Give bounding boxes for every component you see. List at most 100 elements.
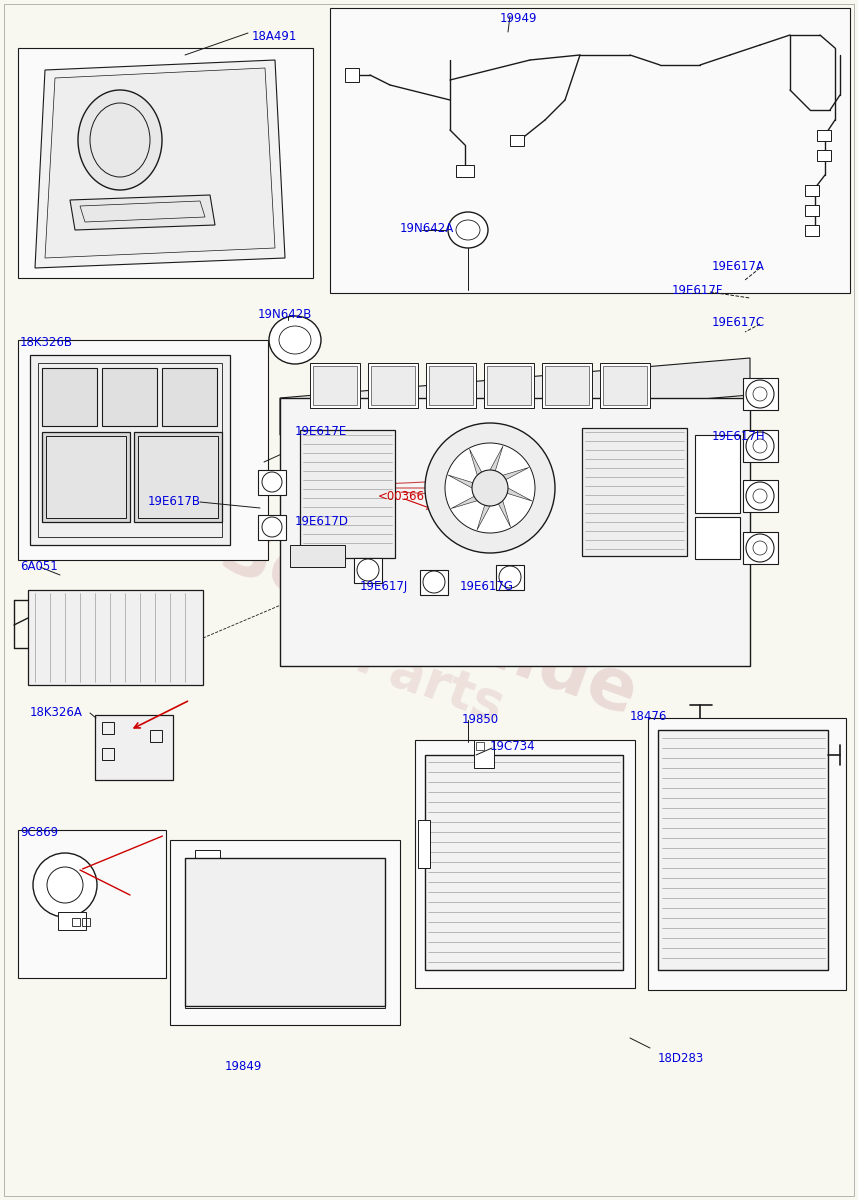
Bar <box>425 755 623 970</box>
Bar <box>42 368 97 426</box>
Bar <box>150 730 162 742</box>
Text: SolidGuide: SolidGuide <box>210 516 648 732</box>
Bar <box>474 740 494 768</box>
Bar <box>162 368 217 426</box>
Text: 19E617A: 19E617A <box>712 260 764 272</box>
Bar <box>743 378 778 410</box>
Polygon shape <box>490 488 532 502</box>
Bar <box>258 470 286 494</box>
Bar <box>18 340 268 560</box>
Bar <box>371 366 415 404</box>
Ellipse shape <box>269 316 321 364</box>
Text: 19E617H: 19E617H <box>712 430 765 443</box>
Text: 19N642A: 19N642A <box>400 222 454 235</box>
Bar <box>313 366 357 404</box>
Circle shape <box>425 422 555 553</box>
Bar <box>484 362 534 408</box>
Bar <box>30 355 230 545</box>
Text: 19850: 19850 <box>462 713 499 726</box>
Bar <box>805 226 819 236</box>
Bar <box>134 432 222 522</box>
Bar <box>476 742 484 750</box>
Bar <box>603 366 647 404</box>
Bar <box>95 715 173 780</box>
Text: Parts: Parts <box>347 634 511 734</box>
Bar <box>46 436 126 518</box>
Bar <box>185 858 255 893</box>
Bar <box>258 515 286 540</box>
Bar <box>510 134 524 146</box>
Text: <00366: <00366 <box>378 490 425 503</box>
Text: 19E617F: 19E617F <box>672 284 723 296</box>
Bar <box>28 590 203 685</box>
Bar <box>426 362 476 408</box>
Bar <box>185 980 385 1008</box>
Bar <box>658 730 828 970</box>
Text: 18D283: 18D283 <box>658 1052 704 1066</box>
Bar <box>542 362 592 408</box>
Polygon shape <box>469 449 490 488</box>
Bar <box>185 858 385 1006</box>
Polygon shape <box>70 194 215 230</box>
Bar <box>456 164 474 176</box>
Ellipse shape <box>262 517 282 538</box>
Bar <box>805 185 819 196</box>
Text: 18K326B: 18K326B <box>20 336 73 349</box>
Polygon shape <box>35 60 285 268</box>
Polygon shape <box>490 468 529 488</box>
Bar <box>600 362 650 408</box>
Circle shape <box>472 470 508 506</box>
Bar <box>429 366 473 404</box>
Bar <box>42 368 97 426</box>
Bar <box>170 840 400 1025</box>
Text: 19E617J: 19E617J <box>360 580 408 593</box>
Bar <box>310 362 360 408</box>
Text: 19N642B: 19N642B <box>258 308 312 320</box>
Bar <box>817 150 831 161</box>
Bar <box>102 368 157 426</box>
Circle shape <box>445 443 535 533</box>
Ellipse shape <box>746 534 774 562</box>
Text: 19949: 19949 <box>500 12 537 25</box>
Bar <box>102 722 114 734</box>
Bar <box>805 205 819 216</box>
Bar <box>72 918 80 926</box>
Text: 19E617G: 19E617G <box>460 580 514 593</box>
Bar <box>300 430 395 558</box>
Bar <box>420 570 448 595</box>
Bar <box>743 430 778 462</box>
Ellipse shape <box>78 90 162 190</box>
Ellipse shape <box>746 432 774 460</box>
Bar <box>82 918 90 926</box>
Bar <box>38 362 222 538</box>
Bar <box>345 68 359 82</box>
Bar <box>582 428 687 556</box>
Text: 9C869: 9C869 <box>20 826 58 839</box>
Ellipse shape <box>746 380 774 408</box>
Text: 18A491: 18A491 <box>252 30 298 43</box>
Ellipse shape <box>746 482 774 510</box>
Bar <box>195 850 220 862</box>
Bar <box>648 718 846 990</box>
Ellipse shape <box>499 566 521 588</box>
Bar <box>743 532 778 564</box>
Text: 6A051: 6A051 <box>20 560 57 572</box>
Bar <box>354 558 382 583</box>
Polygon shape <box>448 475 490 488</box>
Bar <box>18 830 166 978</box>
Text: 18476: 18476 <box>630 710 668 722</box>
Bar <box>368 362 418 408</box>
Bar <box>42 432 130 522</box>
Bar <box>58 912 86 930</box>
Bar <box>290 545 345 566</box>
Bar <box>418 820 430 868</box>
Polygon shape <box>45 68 275 258</box>
Bar <box>817 130 831 140</box>
Bar <box>487 366 531 404</box>
Text: 19E617D: 19E617D <box>295 515 349 528</box>
Ellipse shape <box>448 212 488 248</box>
Bar <box>695 517 740 559</box>
Text: 19E617E: 19E617E <box>295 425 347 438</box>
Polygon shape <box>477 488 490 530</box>
Polygon shape <box>451 488 490 509</box>
